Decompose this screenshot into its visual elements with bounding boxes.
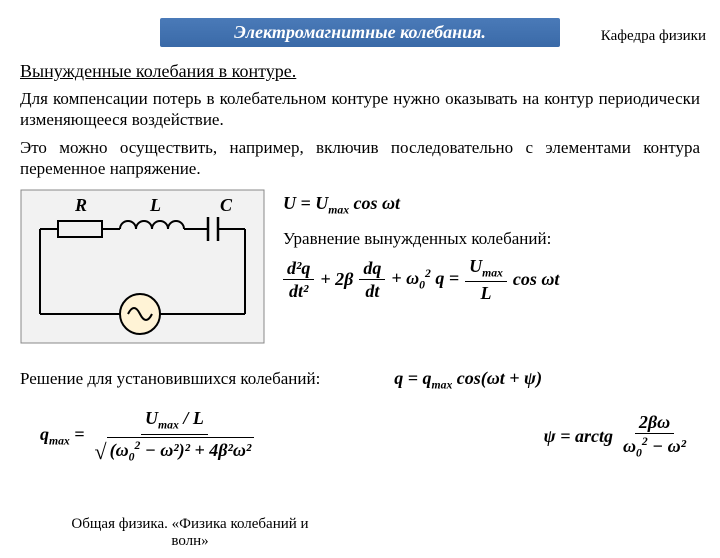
paragraph-1: Для компенсации потерь в колебательном к…	[20, 88, 700, 131]
section-subtitle: Вынужденные колебания в контуре.	[20, 61, 700, 82]
eq-psi: ψ = arctg 2βω ω02 − ω²	[544, 413, 690, 459]
dept-label: Кафедра физики	[601, 28, 706, 45]
label-R: R	[74, 195, 87, 215]
eq-forced-oscillation: d²qdt² + 2β dqdt + ω02 q = UmaxL cos ωt	[283, 257, 700, 302]
label-solution: Решение для установившихся колебаний: q …	[20, 363, 700, 397]
footer-text: Общая физика. «Физика колебаний иволн»	[30, 516, 350, 550]
eq-q-solution: q = qmax cos(ωt + ψ)	[394, 367, 542, 393]
eq-qmax: qmax = Umax / L √(ω02 − ω²)² + 4β²ω²	[40, 409, 258, 463]
rlc-circuit-diagram: R L C	[20, 189, 265, 349]
label-C: C	[220, 195, 233, 215]
label-forced-eq: Уравнение вынужденных колебаний:	[283, 229, 700, 249]
title-banner: Электромагнитные колебания.	[160, 18, 560, 47]
label-L: L	[149, 195, 161, 215]
eq-voltage: U = Umax cos ωt	[283, 193, 700, 217]
paragraph-2: Это можно осуществить, например, включив…	[20, 137, 700, 180]
